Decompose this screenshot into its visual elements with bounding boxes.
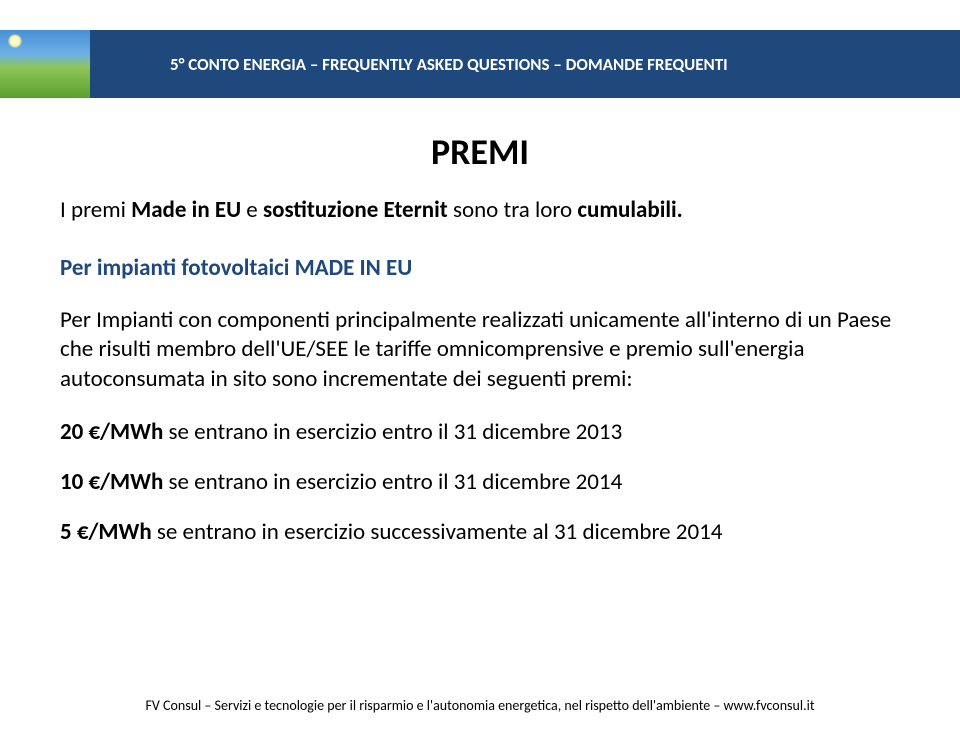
header-image bbox=[0, 30, 90, 98]
intro-mid: e bbox=[241, 196, 263, 224]
bullet-2-rest: se entrano in esercizio entro il 31 dice… bbox=[163, 468, 622, 496]
section-title: PREMI bbox=[60, 130, 900, 174]
intro-bold2: sostituzione Eternit bbox=[263, 196, 448, 224]
bullet-1-rest: se entrano in esercizio entro il 31 dice… bbox=[163, 418, 622, 446]
bullet-1: 20 €/MWh se entrano in esercizio entro i… bbox=[60, 418, 900, 446]
intro-line: I premi Made in EU e sostituzione Eterni… bbox=[60, 196, 900, 224]
bullet-1-bold: 20 €/MWh bbox=[60, 418, 163, 446]
bullet-3-rest: se entrano in esercizio successivamente … bbox=[152, 518, 723, 546]
bullet-3: 5 €/MWh se entrano in esercizio successi… bbox=[60, 518, 900, 546]
header-title: 5° CONTO ENERGIA – FREQUENTLY ASKED QUES… bbox=[170, 54, 728, 75]
intro-prefix: I premi bbox=[60, 196, 131, 224]
intro-bold1: Made in EU bbox=[131, 196, 241, 224]
intro-mid2: sono tra loro bbox=[448, 196, 578, 224]
footer: FV Consul – Servizi e tecnologie per il … bbox=[0, 697, 960, 714]
bullet-3-bold: 5 €/MWh bbox=[60, 518, 152, 546]
subheading: Per impianti fotovoltaici MADE IN EU bbox=[60, 254, 900, 282]
intro-bold3: cumulabili. bbox=[577, 196, 682, 224]
content: PREMI I premi Made in EU e sostituzione … bbox=[60, 130, 900, 568]
header-band: 5° CONTO ENERGIA – FREQUENTLY ASKED QUES… bbox=[0, 30, 960, 98]
bullet-2: 10 €/MWh se entrano in esercizio entro i… bbox=[60, 468, 900, 496]
bullet-2-bold: 10 €/MWh bbox=[60, 468, 163, 496]
paragraph: Per Impianti con componenti principalmen… bbox=[60, 306, 900, 394]
